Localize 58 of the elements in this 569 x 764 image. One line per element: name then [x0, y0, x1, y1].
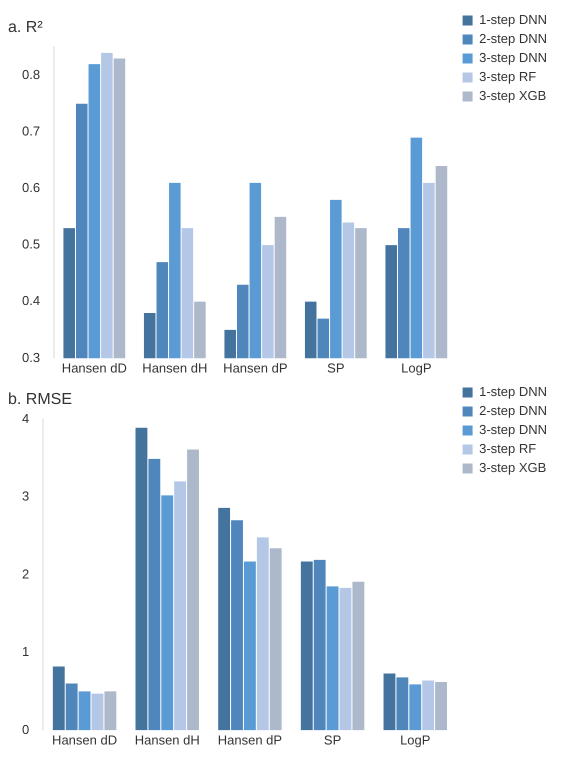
bar — [174, 481, 186, 730]
bar — [231, 520, 243, 730]
bar — [78, 691, 90, 730]
chart-title: a. R² — [8, 19, 44, 36]
bar — [104, 691, 116, 730]
bar — [422, 680, 434, 730]
bar — [326, 586, 339, 730]
x-tick-label: LogP — [401, 360, 432, 376]
y-tick-label: 3 — [22, 488, 30, 504]
legend-label: 2-step DNN — [479, 31, 548, 46]
y-tick-label: 0.3 — [22, 350, 40, 365]
legend-label: 2-step DNN — [479, 403, 548, 418]
bar — [409, 684, 422, 730]
bar — [256, 537, 269, 730]
y-tick-label: 0.4 — [22, 293, 40, 308]
x-tick-label: Hansen dD — [52, 732, 118, 748]
legend-label: 3-step XGB — [479, 88, 546, 104]
x-tick-label: Hansen dP — [218, 732, 282, 748]
y-tick-label: 0.8 — [22, 67, 40, 82]
legend-label: 3-step XGB — [479, 460, 546, 476]
x-tick-label: Hansen dH — [134, 732, 200, 748]
bar — [52, 666, 65, 730]
y-tick-label: 0 — [22, 722, 30, 737]
y-tick-label: 1 — [22, 644, 30, 660]
bar — [435, 682, 447, 730]
bar — [340, 588, 352, 730]
y-tick-label: 0.7 — [22, 124, 40, 139]
y-tick-label: 0.6 — [22, 180, 40, 196]
y-tick-label: 4 — [22, 410, 30, 426]
bar — [314, 560, 326, 730]
bar — [161, 495, 174, 730]
bar — [218, 508, 230, 730]
x-tick-label: SP — [324, 732, 342, 748]
legend-label: 3-step DNN — [479, 50, 548, 66]
bar — [92, 694, 104, 730]
bar — [66, 684, 78, 730]
bar — [396, 677, 408, 730]
x-tick-label: SP — [327, 360, 345, 376]
legend-label: 3-step RF — [479, 69, 536, 84]
legend-label: 1-step DNN — [479, 12, 548, 28]
bar — [136, 428, 148, 730]
bar — [244, 561, 256, 730]
legend-label: 3-step DNN — [479, 422, 548, 438]
bar — [384, 673, 396, 730]
y-tick-label: 2 — [22, 566, 30, 582]
x-tick-label: LogP — [400, 732, 430, 748]
legend-label: 3-step RF — [479, 441, 536, 456]
bar — [187, 450, 199, 730]
x-tick-label: Hansen dD — [62, 360, 127, 376]
chart-title: b. RMSE — [8, 391, 72, 408]
bar — [300, 561, 313, 730]
x-tick-label: Hansen dP — [223, 360, 288, 376]
legend-label: 1-step DNN — [479, 384, 548, 400]
bar — [148, 458, 160, 730]
bar — [352, 582, 364, 730]
bar — [270, 548, 282, 730]
x-tick-label: Hansen dH — [142, 360, 208, 376]
y-tick-label: 0.5 — [22, 236, 40, 252]
